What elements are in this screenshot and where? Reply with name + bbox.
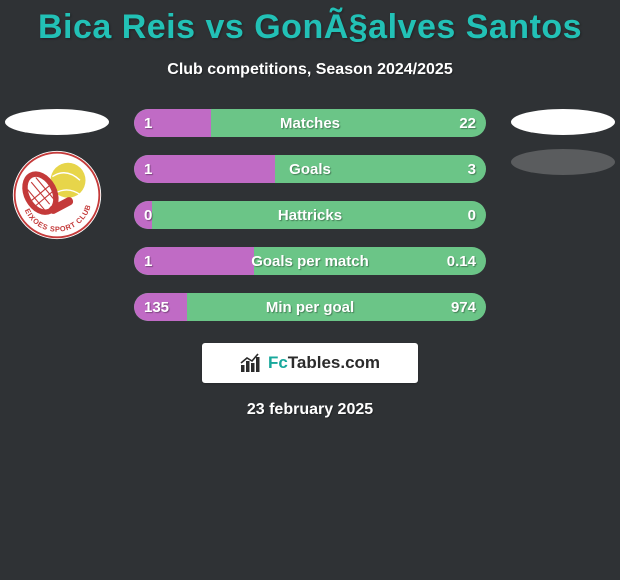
- stat-left-value: 135: [134, 293, 179, 321]
- left-player-column: LEIXOES SPORT CLUB: [2, 109, 112, 241]
- stat-left-value: 1: [134, 247, 162, 275]
- stat-bar: 122Matches: [134, 109, 486, 137]
- stat-bar: 135 974Min per goal: [134, 293, 486, 321]
- footer-date: 23 february 2025: [0, 401, 620, 419]
- stat-bar: 0 0Hattricks: [134, 201, 486, 229]
- brand-suffix: Tables.com: [288, 353, 380, 372]
- player-right-name-pill: [511, 109, 615, 135]
- stat-left-value: 1: [134, 155, 162, 183]
- stat-label: Hattricks: [134, 201, 486, 229]
- player-right-club-pill: [511, 149, 615, 175]
- player-left-name-pill: [5, 109, 109, 135]
- tennis-club-badge-icon: LEIXOES SPORT CLUB: [11, 149, 103, 241]
- stat-left-value: 0: [134, 201, 162, 229]
- bar-chart-icon: [240, 353, 262, 373]
- brand-prefix: Fc: [268, 353, 288, 372]
- page-title: Bica Reis vs GonÃ§alves Santos: [0, 0, 620, 47]
- stat-left-value: 1: [134, 109, 162, 137]
- stat-right-value: 0.14: [437, 247, 486, 275]
- comparison-infographic: Bica Reis vs GonÃ§alves Santos Club comp…: [0, 0, 620, 580]
- stat-right-value: 22: [449, 109, 486, 137]
- right-player-column: [508, 109, 618, 189]
- page-subtitle: Club competitions, Season 2024/2025: [0, 61, 620, 79]
- content-row: LEIXOES SPORT CLUB 122Matches13Goals00Ha…: [0, 109, 620, 339]
- fctables-logo: FcTables.com: [202, 343, 418, 383]
- club-logo-left: LEIXOES SPORT CLUB: [11, 149, 103, 241]
- stat-bars: 122Matches13Goals00Hattricks10.14Goals p…: [134, 109, 486, 339]
- stat-right-value: 974: [441, 293, 486, 321]
- stat-bar: 13Goals: [134, 155, 486, 183]
- stat-right-value: 0: [458, 201, 486, 229]
- stat-label: Min per goal: [134, 293, 486, 321]
- stat-bar: 10.14Goals per match: [134, 247, 486, 275]
- stat-right-value: 3: [458, 155, 486, 183]
